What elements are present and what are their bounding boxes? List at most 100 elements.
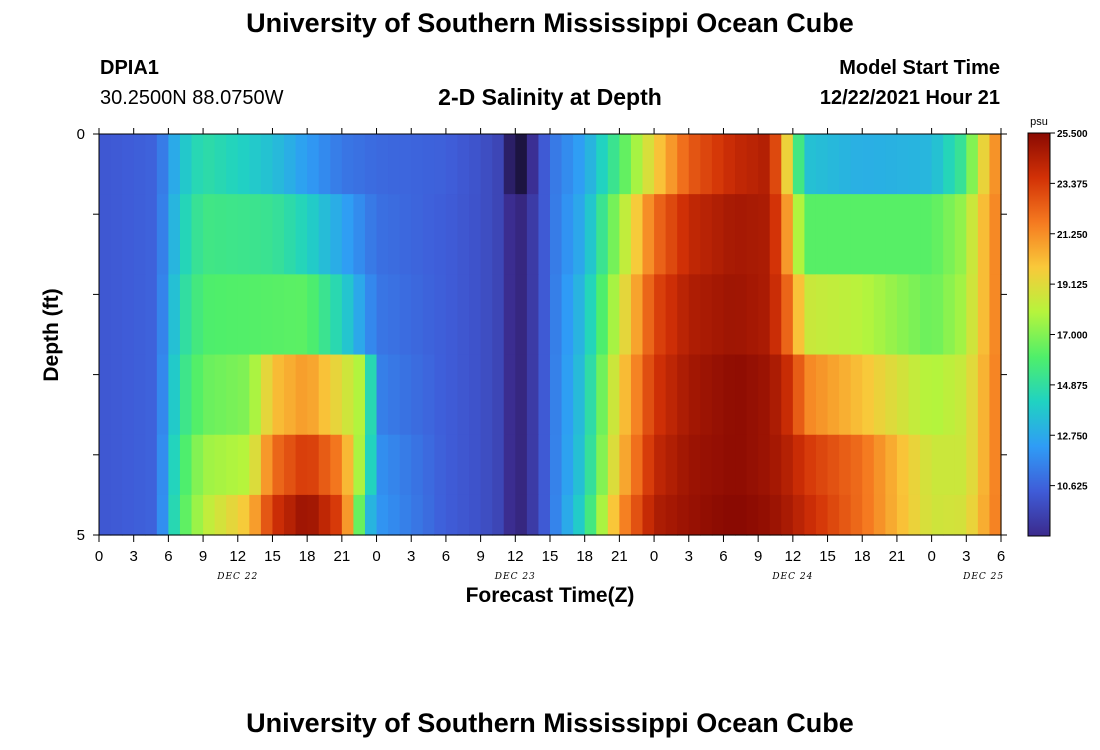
heatmap-cell bbox=[596, 274, 609, 356]
heatmap-cell bbox=[226, 434, 239, 496]
heatmap-cell bbox=[526, 194, 540, 275]
heatmap-cell bbox=[677, 134, 690, 195]
heatmap-cell bbox=[677, 274, 690, 356]
heatmap-cell bbox=[330, 434, 343, 496]
heatmap-cell bbox=[203, 194, 216, 275]
heatmap-cell bbox=[711, 194, 725, 275]
heatmap-cell bbox=[630, 494, 644, 536]
heatmap-cell bbox=[376, 134, 389, 195]
heatmap-cell bbox=[873, 134, 886, 195]
heatmap-cell bbox=[885, 134, 898, 195]
station-id: DPIA1 bbox=[100, 57, 159, 79]
heatmap-cell bbox=[480, 434, 493, 496]
heatmap-cell bbox=[388, 354, 401, 436]
heatmap-cell bbox=[711, 134, 725, 195]
heatmap-cell bbox=[168, 494, 181, 536]
heatmap-cell bbox=[931, 434, 944, 496]
heatmap-cell bbox=[550, 274, 563, 356]
heatmap-cell bbox=[607, 194, 620, 275]
heatmap-cell bbox=[862, 134, 875, 195]
heatmap-cell bbox=[364, 274, 378, 356]
heatmap-cell bbox=[203, 354, 216, 436]
heatmap-cell bbox=[977, 194, 991, 275]
heatmap-cell bbox=[179, 494, 193, 536]
x-tick-label: 18 bbox=[576, 548, 593, 565]
heatmap-cell bbox=[758, 194, 771, 275]
heatmap-cell bbox=[862, 194, 875, 275]
heatmap-cell bbox=[688, 354, 701, 436]
heatmap-cell bbox=[214, 194, 227, 275]
heatmap-cell bbox=[145, 134, 158, 195]
heatmap-cell bbox=[469, 354, 482, 436]
heatmap-cell bbox=[411, 434, 424, 496]
heatmap-cell bbox=[515, 354, 528, 436]
heatmap-cell bbox=[943, 134, 956, 195]
x-tick-label: 15 bbox=[264, 548, 281, 565]
heatmap-cell bbox=[237, 274, 250, 356]
heatmap-cell bbox=[954, 354, 967, 436]
heatmap-cell bbox=[168, 434, 181, 496]
heatmap-cell bbox=[399, 434, 412, 496]
heatmap-cell bbox=[353, 274, 366, 356]
heatmap-cell bbox=[457, 274, 470, 356]
heatmap-cell bbox=[561, 194, 574, 275]
heatmap-cell bbox=[977, 494, 991, 536]
colorbar-tick-label: 12.750 bbox=[1057, 431, 1088, 442]
heatmap-cell bbox=[758, 494, 771, 536]
heatmap-cell bbox=[688, 434, 701, 496]
heatmap-cell bbox=[168, 134, 181, 195]
heatmap-cell bbox=[769, 494, 782, 536]
heatmap-cell bbox=[284, 494, 297, 536]
heatmap-cell bbox=[99, 494, 112, 536]
heatmap-cell bbox=[700, 434, 713, 496]
heatmap-cell bbox=[596, 194, 609, 275]
heatmap-cell bbox=[480, 494, 493, 536]
heatmap-cell bbox=[191, 194, 204, 275]
heatmap-cell bbox=[966, 274, 979, 356]
heatmap-cell bbox=[353, 134, 366, 195]
heatmap-cell bbox=[908, 434, 921, 496]
heatmap-cell bbox=[677, 494, 690, 536]
heatmap-cell bbox=[642, 354, 655, 436]
heatmap-cell bbox=[353, 354, 366, 436]
heatmap-cell bbox=[526, 274, 540, 356]
heatmap-cell bbox=[191, 494, 204, 536]
heatmap-cell bbox=[792, 274, 806, 356]
colorbar-tick-label: 25.500 bbox=[1057, 129, 1088, 140]
heatmap-cell bbox=[133, 134, 146, 195]
heatmap-cell bbox=[804, 354, 817, 436]
heatmap-cell bbox=[364, 494, 378, 536]
heatmap-cell bbox=[896, 274, 910, 356]
heatmap-cell bbox=[272, 354, 285, 436]
heatmap-cell bbox=[122, 494, 135, 536]
heatmap-cell bbox=[584, 274, 597, 356]
heatmap-cell bbox=[943, 274, 956, 356]
heatmap-cell bbox=[700, 194, 713, 275]
heatmap-cell bbox=[885, 274, 898, 356]
heatmap-cell bbox=[145, 354, 158, 436]
heatmap-cell bbox=[827, 134, 840, 195]
heatmap-cell bbox=[503, 494, 516, 536]
heatmap-cell bbox=[341, 274, 355, 356]
heatmap-cell bbox=[827, 354, 840, 436]
heatmap-cell bbox=[885, 494, 898, 536]
heatmap-cell bbox=[989, 274, 1002, 356]
heatmap-cell bbox=[896, 194, 910, 275]
heatmap-cell bbox=[873, 434, 886, 496]
heatmap-cell bbox=[515, 494, 528, 536]
heatmap-cell bbox=[711, 354, 725, 436]
heatmap-cell bbox=[249, 274, 262, 356]
heatmap-cell bbox=[203, 274, 216, 356]
heatmap-cell bbox=[457, 354, 470, 436]
heatmap-cell bbox=[769, 134, 782, 195]
heatmap-cell bbox=[607, 434, 620, 496]
heatmap-cell bbox=[561, 434, 574, 496]
heatmap-cell bbox=[457, 494, 470, 536]
heatmap-cell bbox=[295, 494, 308, 536]
heatmap-cell bbox=[723, 274, 736, 356]
x-date-label: DEC 25 bbox=[962, 572, 1004, 582]
heatmap-cell bbox=[989, 434, 1002, 496]
heatmap-cell bbox=[515, 434, 528, 496]
y-tick-label: 0 bbox=[77, 126, 85, 143]
heatmap-cell bbox=[977, 134, 991, 195]
